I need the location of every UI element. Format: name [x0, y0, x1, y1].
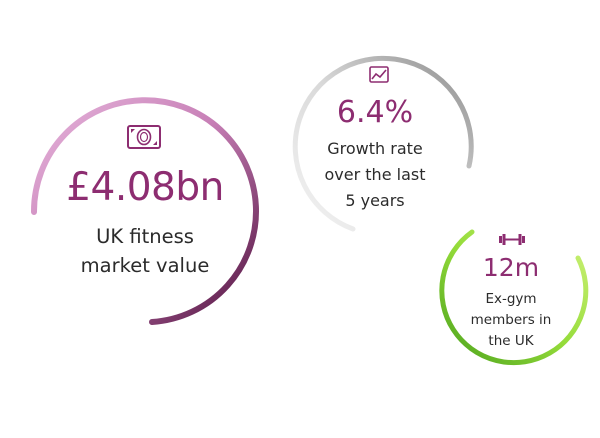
stat-label-line: UK fitness [96, 225, 194, 248]
exgym-ring [439, 229, 589, 366]
stat-label-line: the UK [488, 333, 534, 349]
stat-value: 6.4% [336, 95, 414, 130]
dumbbell-icon [499, 234, 525, 245]
stat-label-line: market value [80, 254, 210, 277]
stat-label-line: over the last [324, 165, 426, 184]
stat-label-line: members in [470, 312, 552, 328]
stat-label-line: Growth rate [327, 139, 423, 158]
stat-label-line: 5 years [345, 191, 405, 210]
stat-label: Growth rate over the last 5 years [290, 136, 460, 214]
growth-ring [292, 55, 474, 232]
stat-value: 12m [482, 253, 540, 282]
trend-chart-icon [369, 66, 389, 83]
stat-label: UK fitness market value [0, 222, 290, 280]
stat-label: Ex-gym members in the UK [436, 289, 586, 352]
market-ring [30, 97, 259, 325]
stat-label-line: Ex-gym [485, 291, 537, 307]
stat-value: £4.08bn [66, 165, 224, 210]
banknote-icon [127, 125, 161, 149]
